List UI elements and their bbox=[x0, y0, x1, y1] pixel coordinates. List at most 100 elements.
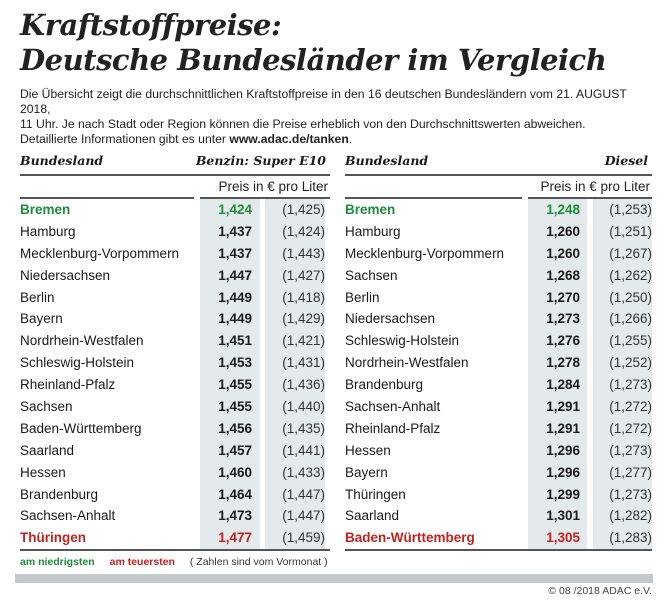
current-price: 1,305 bbox=[546, 530, 580, 546]
previous-month-price: (1,443) bbox=[282, 245, 325, 261]
previous-month-price: (1,250) bbox=[609, 289, 652, 305]
table-row: Schleswig-Holstein 1,453 (1,431) bbox=[20, 352, 330, 374]
legend-note: ( Zahlen sind vom Vormonat ) bbox=[189, 556, 328, 568]
previous-month-price: (1,273) bbox=[609, 377, 652, 393]
table-row: Nordrhein-Westfalen 1,451 (1,421) bbox=[20, 330, 330, 352]
current-price: 1,284 bbox=[546, 377, 580, 393]
divider bbox=[200, 197, 330, 199]
current-price: 1,455 bbox=[218, 377, 252, 393]
table-body: Bremen 1,248 (1,253) Hamburg 1,260 (1,25… bbox=[345, 199, 652, 550]
previous-month-price: (1,429) bbox=[282, 311, 325, 327]
previous-month-price: (1,277) bbox=[609, 464, 652, 480]
table-row: Brandenburg 1,464 (1,447) bbox=[20, 484, 330, 506]
table-row: Hessen 1,460 (1,433) bbox=[20, 462, 330, 484]
previous-month-price: (1,436) bbox=[282, 377, 325, 393]
adac-link[interactable]: www.adac.de/tanken bbox=[229, 132, 349, 146]
state-name: Hessen bbox=[345, 442, 391, 458]
footer-divider-bar bbox=[15, 574, 653, 583]
table-row: Niedersachsen 1,273 (1,266) bbox=[345, 308, 652, 330]
state-name: Saarland bbox=[345, 508, 400, 524]
unit-label: Preis in € pro Liter bbox=[218, 179, 328, 194]
current-price: 1,260 bbox=[546, 245, 580, 261]
state-name: Saarland bbox=[20, 442, 75, 458]
current-price: 1,296 bbox=[546, 464, 580, 480]
current-price: 1,457 bbox=[218, 442, 252, 458]
previous-month-price: (1,252) bbox=[609, 355, 652, 371]
current-price: 1,449 bbox=[218, 289, 252, 305]
table-row: Baden-Württemberg 1,456 (1,435) bbox=[20, 418, 330, 440]
current-price: 1,477 bbox=[218, 530, 252, 546]
current-price: 1,460 bbox=[218, 464, 252, 480]
divider bbox=[528, 197, 652, 199]
previous-month-price: (1,433) bbox=[282, 464, 325, 480]
table-row: Bremen 1,424 (1,425) bbox=[20, 199, 330, 221]
legend-lowest: am niedrigsten bbox=[20, 556, 95, 568]
state-name: Rheinland-Pfalz bbox=[345, 420, 441, 436]
table-row: Thüringen 1,299 (1,273) bbox=[345, 484, 652, 506]
state-name: Nordrhein-Westfalen bbox=[345, 355, 469, 371]
previous-month-price: (1,447) bbox=[282, 508, 325, 524]
state-name: Berlin bbox=[20, 289, 55, 305]
previous-month-price: (1,282) bbox=[609, 508, 652, 524]
description-line: Die Übersicht zeigt die durchschnittlich… bbox=[20, 87, 627, 116]
previous-month-price: (1,262) bbox=[609, 267, 652, 283]
state-name: Bremen bbox=[345, 202, 396, 217]
previous-month-price: (1,418) bbox=[282, 289, 325, 305]
unit-header: Preis in € pro Liter bbox=[20, 176, 330, 199]
table-row: Bayern 1,449 (1,429) bbox=[20, 308, 330, 330]
state-name: Niedersachsen bbox=[345, 311, 436, 327]
previous-month-price: (1,424) bbox=[282, 223, 325, 239]
table-row: Nordrhein-Westfalen 1,278 (1,252) bbox=[345, 352, 652, 374]
current-price: 1,447 bbox=[218, 267, 252, 283]
previous-month-price: (1,273) bbox=[609, 486, 652, 502]
state-name: Bayern bbox=[345, 464, 388, 480]
previous-month-price: (1,253) bbox=[609, 202, 652, 217]
state-name: Brandenburg bbox=[20, 486, 99, 502]
state-name: Thüringen bbox=[345, 486, 406, 502]
state-name: Schleswig-Holstein bbox=[345, 333, 460, 349]
unit-header: Preis in € pro Liter bbox=[345, 176, 652, 199]
description-text: Detaillierte Informationen gibt es unter bbox=[20, 132, 230, 146]
previous-month-price: (1,267) bbox=[609, 245, 652, 261]
state-name: Sachsen-Anhalt bbox=[20, 508, 116, 524]
title-line-1: Kraftstoffpreise: bbox=[20, 8, 282, 42]
description-line: Detaillierte Informationen gibt es unter… bbox=[20, 132, 660, 147]
state-name: Sachsen-Anhalt bbox=[345, 399, 441, 415]
table-row: Sachsen 1,268 (1,262) bbox=[345, 265, 652, 287]
current-price: 1,424 bbox=[218, 202, 252, 217]
table-row: Bremen 1,248 (1,253) bbox=[345, 199, 652, 221]
previous-month-price: (1,459) bbox=[282, 530, 325, 546]
state-name: Schleswig-Holstein bbox=[20, 355, 135, 371]
table-body: Bremen 1,424 (1,425) Hamburg 1,437 (1,42… bbox=[20, 199, 330, 550]
previous-month-price: (1,435) bbox=[282, 420, 325, 436]
divider bbox=[345, 197, 522, 199]
column-header-fuel: Benzin: Super E10 bbox=[195, 153, 326, 168]
legend: am niedrigsten am teuersten ( Zahlen sin… bbox=[20, 556, 340, 568]
state-name: Niedersachsen bbox=[20, 267, 111, 283]
previous-month-price: (1,266) bbox=[609, 311, 652, 327]
table-bottom-rule bbox=[345, 549, 652, 552]
current-price: 1,464 bbox=[218, 486, 252, 502]
state-name: Mecklenburg-Vorpommern bbox=[345, 245, 505, 261]
current-price: 1,296 bbox=[546, 442, 580, 458]
current-price: 1,451 bbox=[218, 333, 252, 349]
current-price: 1,299 bbox=[546, 486, 580, 502]
table-row: Sachsen-Anhalt 1,473 (1,447) bbox=[20, 505, 330, 527]
state-name: Hamburg bbox=[345, 223, 401, 239]
column-header-bundesland: Bundesland bbox=[20, 153, 104, 168]
state-name: Baden-Württemberg bbox=[345, 530, 475, 546]
state-name: Thüringen bbox=[20, 530, 86, 546]
state-name: Bayern bbox=[20, 311, 63, 327]
current-price: 1,301 bbox=[546, 508, 580, 524]
state-name: Sachsen bbox=[20, 399, 73, 415]
previous-month-price: (1,255) bbox=[609, 333, 652, 349]
price-column-shade bbox=[528, 199, 587, 550]
legend-highest: am teuersten bbox=[109, 556, 175, 568]
table-row: Bayern 1,296 (1,277) bbox=[345, 462, 652, 484]
state-name: Bremen bbox=[20, 202, 71, 217]
table-header: Bundesland Benzin: Super E10 bbox=[20, 150, 330, 176]
previous-month-price: (1,421) bbox=[282, 333, 325, 349]
current-price: 1,248 bbox=[546, 202, 580, 217]
table-row: Hamburg 1,260 (1,251) bbox=[345, 221, 652, 243]
table-row: Sachsen 1,455 (1,440) bbox=[20, 396, 330, 418]
